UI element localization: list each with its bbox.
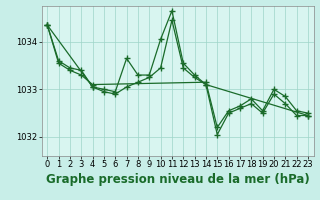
X-axis label: Graphe pression niveau de la mer (hPa): Graphe pression niveau de la mer (hPa) bbox=[46, 173, 309, 186]
